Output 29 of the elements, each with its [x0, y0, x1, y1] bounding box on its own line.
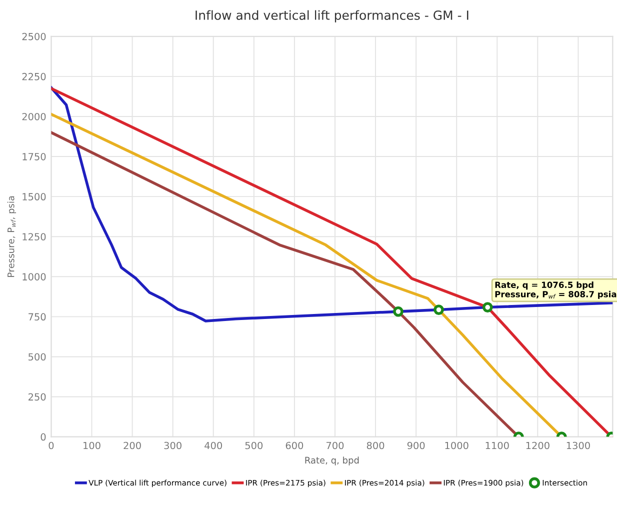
y-axis-title: Pressure, P$_{wf}$, psia	[7, 196, 16, 277]
x-tick-label: 1200	[526, 442, 550, 450]
x-tick-label: 100	[84, 442, 100, 450]
chart-title: Inflow and vertical lift performances - GM - I	[196, 10, 468, 22]
x-tick-label: 700	[326, 442, 344, 450]
y-tick-label: 500	[28, 353, 46, 361]
y-tick-label: 0	[40, 433, 46, 441]
y-tick-label: 750	[28, 313, 46, 321]
y-tick-label: 2500	[22, 32, 46, 40]
x-tick-label: 200	[124, 442, 141, 450]
x-tick-label: 1300	[566, 442, 590, 450]
x-tick-label: 1000	[445, 442, 468, 450]
x-tick-label: 500	[245, 442, 263, 450]
y-tick-label: 1000	[22, 273, 46, 280]
annotation: Rate, q = 1076.5 bpd Pressure, P$_{wf}$ = 808.7 psia	[495, 282, 616, 299]
x-tick-label: 400	[204, 442, 222, 450]
x-tick-label: 1100	[486, 442, 509, 450]
x-tick-label: 0	[48, 442, 54, 450]
y-tick-label: 2000	[22, 112, 46, 120]
y-tick-label: 1500	[22, 193, 46, 200]
x-tick-label: 600	[286, 442, 304, 450]
x-tick-label: 900	[407, 442, 425, 450]
y-tick-label: 1750	[22, 153, 46, 160]
y-tick-label: 1250	[22, 233, 46, 240]
x-tick-label: 800	[366, 442, 384, 450]
x-axis-title: Rate, q, bpd	[305, 456, 359, 466]
y-tick-label: 2250	[22, 72, 46, 80]
x-tick-label: 300	[164, 442, 182, 450]
y-tick-label: 250	[28, 393, 46, 401]
